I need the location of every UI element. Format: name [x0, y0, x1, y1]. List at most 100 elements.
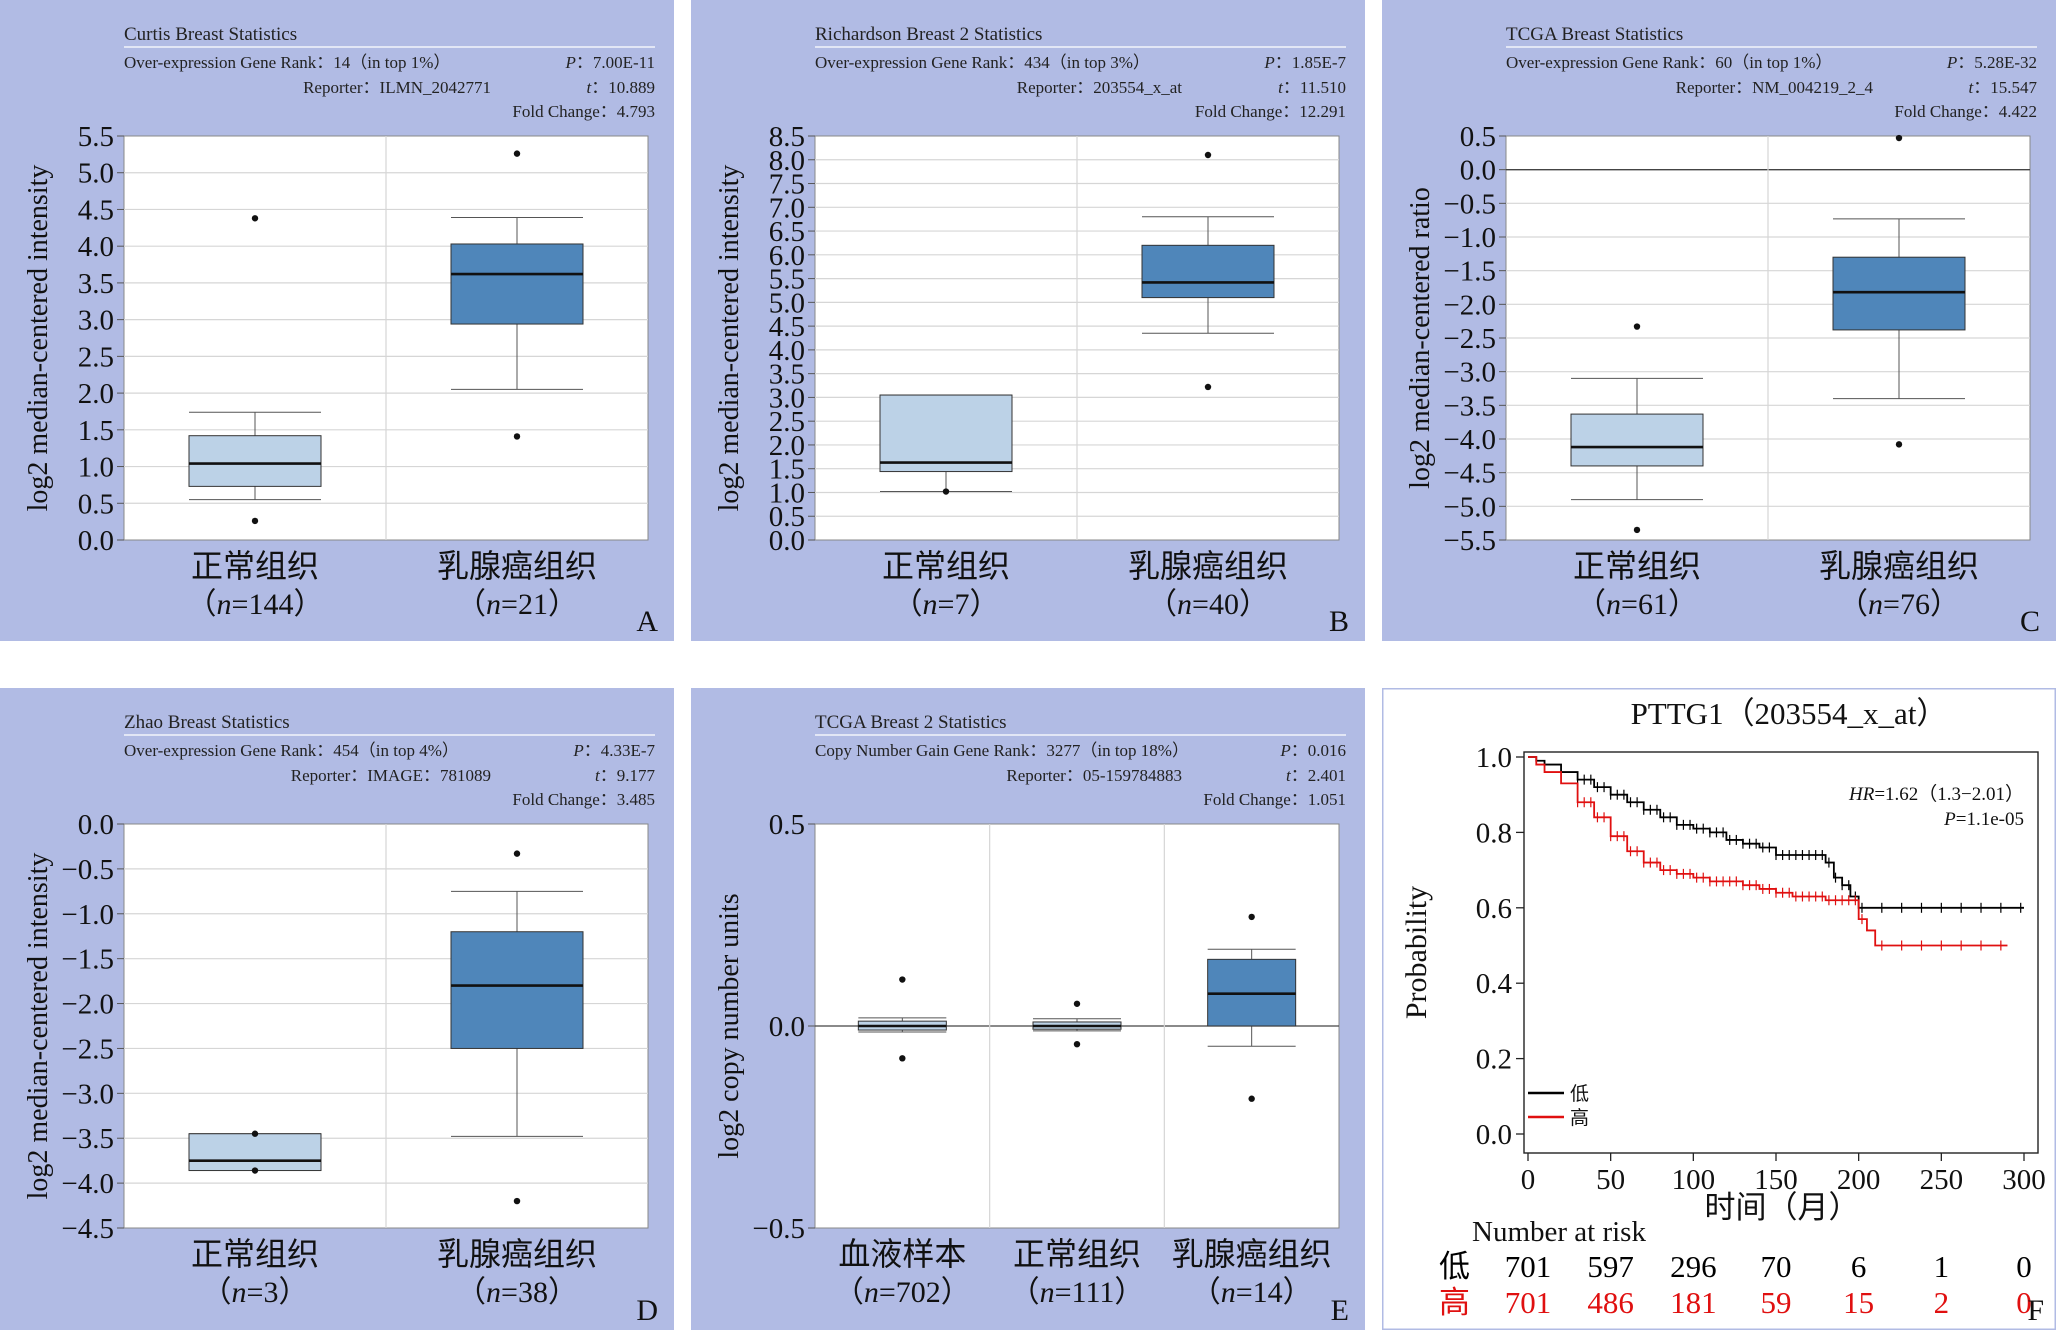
risk-count: 701 — [1505, 1285, 1552, 1320]
n-symbol: n — [1221, 1276, 1236, 1309]
y-tick-label: 6.5 — [769, 216, 805, 248]
fold-change-text: Fold Change：1.051 — [1203, 790, 1346, 809]
p-label: P — [1279, 741, 1290, 760]
box-iqr — [879, 394, 1013, 473]
panel-c-tcga-boxplot: TCGA Breast Statistics Over-expression Ge… — [1382, 0, 2056, 641]
paren: （ — [1191, 1276, 1221, 1309]
y-tick-label: 0.0 — [78, 525, 114, 557]
group-name-label: 正常组织 — [882, 548, 1010, 584]
p-value: ：4.33E-7 — [584, 741, 656, 760]
y-tick-label: 0.2 — [1476, 1044, 1512, 1076]
paren: （ — [893, 588, 923, 621]
risk-count: 6 — [1851, 1249, 1867, 1284]
y-tick-label: −3.0 — [1443, 357, 1496, 389]
box-iqr — [450, 243, 584, 325]
risk-count: 701 — [1505, 1249, 1552, 1284]
t-label: t — [1286, 766, 1292, 785]
panel-e-tcga2-copy-number-boxplot: TCGA Breast 2 Statistics Copy Number Gain… — [691, 688, 1365, 1330]
panel-svg: PTTG1（203554_x_at） 0.0 0.2 0.4 0.6 0.8 1.0 0 50 1… — [1382, 688, 2056, 1330]
y-tick-label: −1.5 — [61, 944, 114, 976]
y-tick-label: −3.0 — [61, 1078, 114, 1110]
panel-f-kaplan-meier-plot: PTTG1（203554_x_at） 0.0 0.2 0.4 0.6 0.8 1.0 0 50 1… — [1382, 688, 2056, 1330]
risk-count: 70 — [1761, 1249, 1792, 1284]
y-tick-label: 5.5 — [78, 121, 114, 153]
risk-count: 486 — [1587, 1285, 1634, 1320]
risk-count: 1 — [1934, 1249, 1950, 1284]
group-name-label: 血液样本 — [838, 1236, 966, 1272]
p-value-text: P：5.28E-32 — [1946, 53, 2037, 72]
y-tick-label: −1.0 — [1443, 222, 1496, 254]
group-name-label: 正常组织 — [1013, 1236, 1141, 1272]
group-n-label: （n=38） — [456, 1276, 578, 1309]
y-tick-label: 5.0 — [769, 287, 805, 319]
outlier-point — [251, 517, 259, 525]
t-value: ：10.889 — [591, 78, 655, 97]
risk-count: 597 — [1587, 1249, 1634, 1284]
p-label: P — [1263, 53, 1274, 72]
y-tick-label: −3.5 — [1443, 390, 1496, 422]
paren: ） — [1114, 1276, 1144, 1309]
group-name-label: 正常组织 — [191, 1236, 319, 1272]
gene-rank-text: Copy Number Gain Gene Rank：3277（in top 1… — [815, 741, 1189, 760]
group-n-label: （n=76） — [1838, 588, 1960, 621]
y-tick-label: 3.5 — [769, 359, 805, 391]
outlier-point — [251, 1130, 259, 1137]
y-tick-label: 2.5 — [78, 341, 114, 373]
y-axis-label: log2 median-centered intensity — [714, 165, 745, 512]
group-n-label: （n=61） — [1576, 588, 1698, 621]
n-value: =702 — [879, 1276, 941, 1309]
fold-change-text: Fold Change：4.793 — [512, 102, 655, 121]
y-tick-label: 0.6 — [1476, 893, 1512, 925]
y-tick-label: 7.5 — [769, 169, 805, 201]
panel-d-zhao-boxplot: Zhao Breast Statistics Over-expression Ge… — [0, 688, 674, 1330]
y-tick-label: 2.0 — [78, 378, 114, 410]
risk-table-header: Number at risk — [1472, 1216, 1646, 1248]
n-value: =21 — [501, 588, 548, 621]
km-plot-area — [1523, 751, 2039, 1154]
y-tick-label: 3.0 — [78, 305, 114, 337]
y-tick-label: 1.0 — [1476, 742, 1512, 774]
t-value: ：11.510 — [1283, 78, 1346, 97]
box-iqr — [188, 1133, 322, 1172]
y-axis-label: log2 median-centered intensity — [23, 165, 54, 512]
paren: （ — [456, 1276, 486, 1309]
reporter-text: Reporter：203554_x_at — [1017, 78, 1183, 97]
n-value: =40 — [1192, 588, 1239, 621]
group-name-label: 乳腺癌组织 — [1172, 1236, 1332, 1272]
x-tick-label: 150 — [1754, 1164, 1798, 1196]
y-tick-label: 0.0 — [769, 525, 805, 557]
panel-letter: E — [1331, 1294, 1349, 1327]
outlier-point — [1204, 151, 1212, 159]
legend-label: 高 — [1570, 1107, 1589, 1129]
p-value: ：0.016 — [1291, 741, 1346, 760]
paren: ） — [941, 1276, 971, 1309]
n-symbol: n — [864, 1276, 879, 1309]
risk-count: 2 — [1934, 1285, 1950, 1320]
y-tick-label: 4.0 — [769, 335, 805, 367]
t-label: t — [1969, 78, 1975, 97]
reporter-text: Reporter：05-159784883 — [1006, 766, 1182, 785]
y-tick-label: 8.0 — [769, 145, 805, 177]
n-symbol: n — [1177, 588, 1192, 621]
group-n-label: （n=14） — [1191, 1276, 1313, 1309]
group-name-label: 乳腺癌组织 — [1128, 548, 1288, 584]
km-title: PTTG1（203554_x_at） — [1631, 696, 1948, 731]
risk-count: 59 — [1761, 1285, 1792, 1320]
risk-count: 296 — [1670, 1249, 1717, 1284]
dataset-title: TCGA Breast 2 Statistics — [815, 712, 1007, 733]
p-value-text: P=1.1e-05 — [1943, 809, 2024, 830]
y-tick-label: 1.0 — [78, 452, 114, 484]
y-tick-label: 8.5 — [769, 121, 805, 153]
y-tick-label: −1.0 — [61, 899, 114, 931]
n-symbol: n — [1606, 588, 1621, 621]
y-tick-label: −4.5 — [61, 1213, 114, 1245]
y-tick-label: 4.5 — [769, 311, 805, 343]
outlier-point — [1073, 1040, 1081, 1048]
n-value: =14 — [1236, 1276, 1283, 1309]
y-tick-label: 5.0 — [78, 158, 114, 190]
p-value-text: P：7.00E-11 — [564, 53, 655, 72]
group-n-label: （n=21） — [456, 588, 578, 621]
outlier-point — [899, 1055, 906, 1062]
legend-label: 低 — [1570, 1083, 1589, 1105]
outlier-point — [942, 488, 950, 495]
